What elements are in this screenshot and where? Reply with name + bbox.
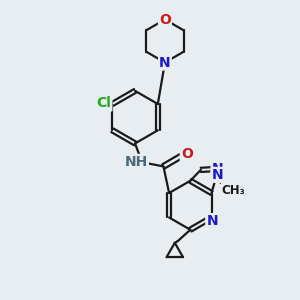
Text: Cl: Cl <box>97 96 111 110</box>
Text: N: N <box>206 214 218 228</box>
Text: NH: NH <box>124 155 148 169</box>
Text: CH₃: CH₃ <box>222 184 245 197</box>
Text: O: O <box>159 13 171 26</box>
Text: N: N <box>212 162 224 176</box>
Text: N: N <box>212 168 223 182</box>
Text: N: N <box>159 56 171 70</box>
Text: O: O <box>181 148 193 161</box>
